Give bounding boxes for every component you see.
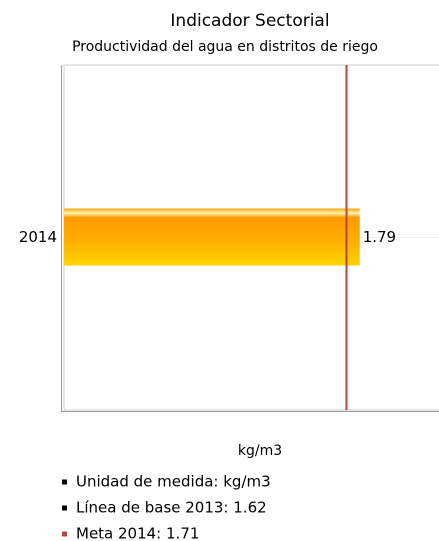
legend-text: Línea de base 2013: 1.62 [76, 499, 267, 517]
legend-bullet [62, 479, 67, 485]
legend-bullet [62, 531, 67, 537]
chart-subtitle: Productividad del agua en distritos de r… [72, 39, 378, 55]
legend-text: Unidad de medida: kg/m3 [76, 473, 271, 491]
x-axis-label: kg/m3 [238, 443, 282, 459]
chart-title: Indicador Sectorial [170, 11, 329, 31]
y-tick-label: 2014 [19, 228, 57, 246]
legend-text: Meta 2014: 1.71 [76, 525, 199, 541]
bar [64, 208, 360, 266]
legend-bullet [62, 505, 67, 511]
data-label: 1.79 [363, 228, 396, 246]
